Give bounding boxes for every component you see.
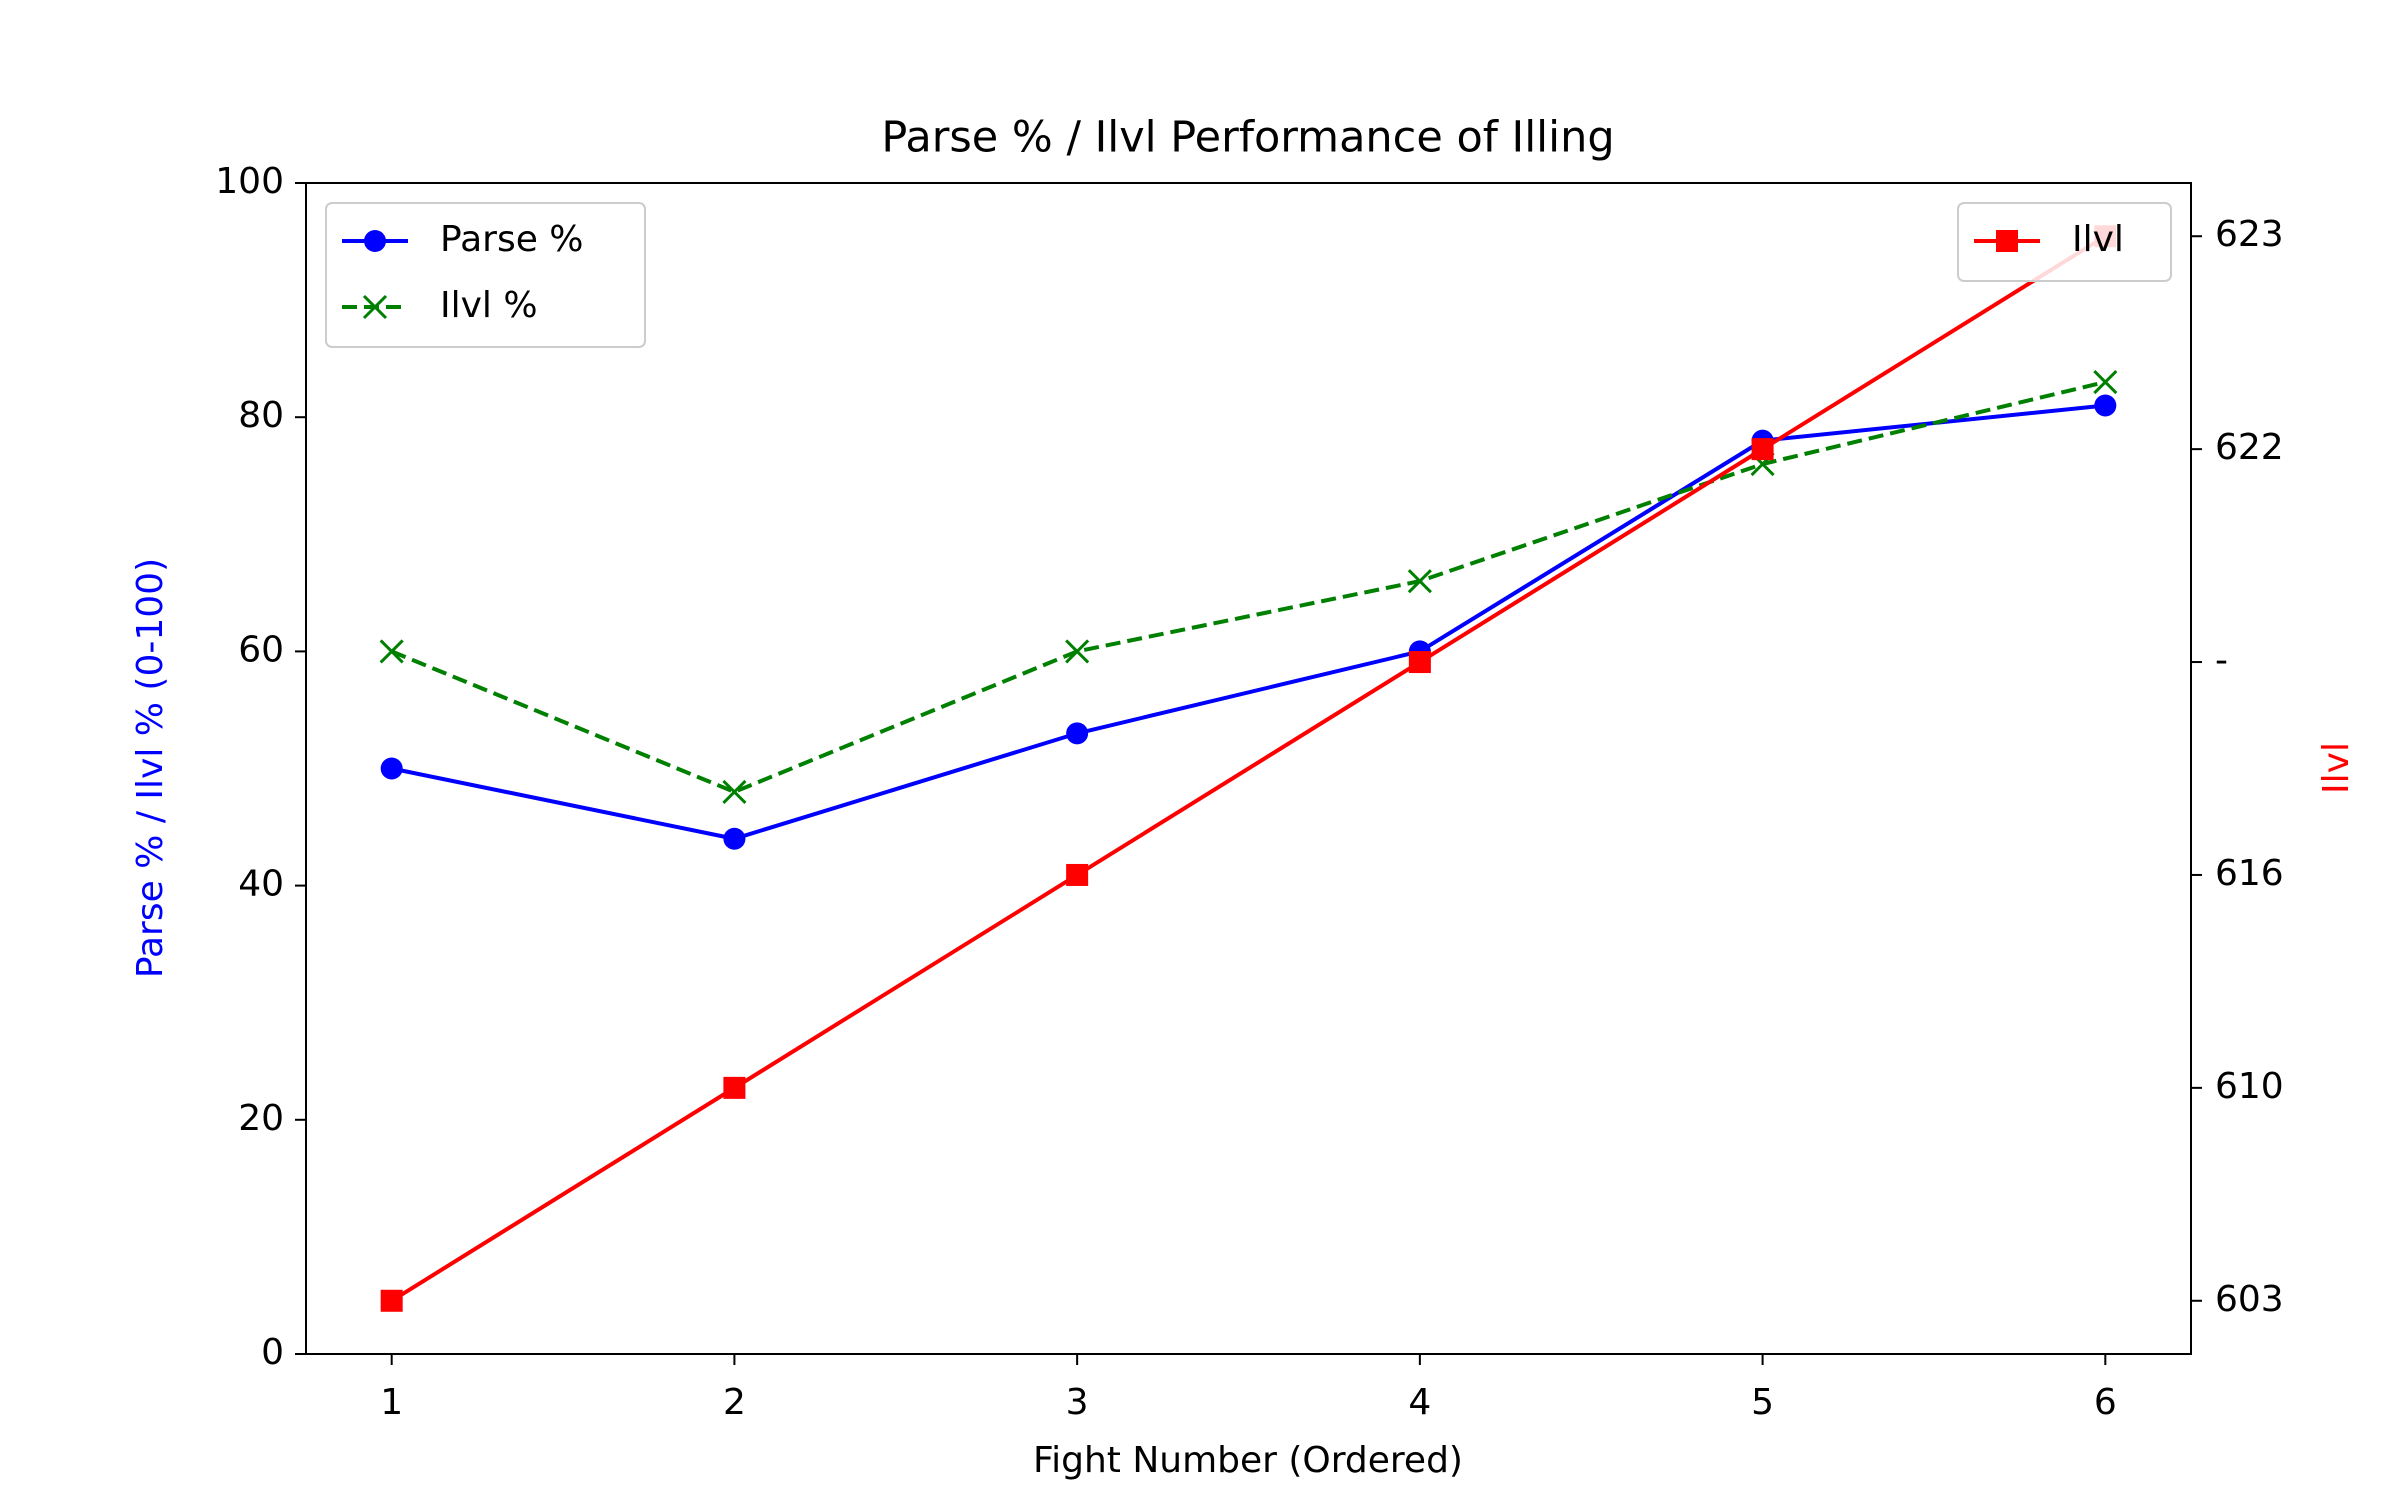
legend: Parse % Ilvl % [325, 202, 646, 348]
y-tick-label: 40 [238, 864, 284, 905]
series-line [390, 234, 2107, 1303]
point [380, 1289, 403, 1312]
plot-frame [305, 182, 2192, 1355]
point [1407, 569, 1432, 594]
x-tick-label: 2 [723, 1382, 746, 1423]
series-line [391, 403, 2106, 841]
point [379, 639, 404, 664]
y2-axis-label: Ilvl [2316, 742, 2357, 794]
point [1065, 639, 1090, 664]
y-axis-label: Parse % / Ilvl % (0-100) [130, 558, 171, 978]
x-axis-label: Fight Number (Ordered) [1033, 1440, 1463, 1481]
x-tick-label: 4 [1408, 1382, 1431, 1423]
x-tick-label: 3 [1066, 1382, 1089, 1423]
point [723, 1076, 746, 1099]
y2-tick-label: - [2215, 640, 2228, 681]
point [362, 294, 388, 320]
x-tick-label: 6 [2094, 1382, 2117, 1423]
y2-tick-label: 616 [2215, 853, 2284, 894]
y2-tick-label: 603 [2215, 1279, 2284, 1320]
legend-box [1957, 202, 2172, 282]
x-tick-label: 5 [1751, 1382, 1774, 1423]
point [1408, 651, 1431, 674]
chart-title: Parse % / Ilvl Performance of Illing [881, 113, 1614, 163]
y-tick-label: 80 [238, 395, 284, 436]
point [722, 779, 747, 804]
y2-tick-label: 623 [2215, 214, 2284, 255]
point [1751, 438, 1774, 461]
series-line [390, 380, 2106, 795]
point [1996, 230, 2018, 252]
y-tick-label: 60 [238, 629, 284, 670]
point [2093, 370, 2118, 395]
y-tick-label: 20 [238, 1098, 284, 1139]
point [1066, 722, 1089, 745]
y-tick-label: 0 [261, 1332, 284, 1373]
y-tick-label: 100 [215, 161, 284, 202]
y2-tick-label: 622 [2215, 427, 2284, 468]
legend-label: Parse % [440, 219, 584, 260]
point [2094, 394, 2117, 417]
x-tick-label: 1 [380, 1382, 403, 1423]
y2-tick-label: 610 [2215, 1066, 2284, 1107]
legend-label: Ilvl [2072, 219, 2124, 260]
point [723, 827, 746, 850]
legend: Ilvl [1957, 202, 2172, 282]
point [1066, 863, 1089, 886]
legend-label: Ilvl % [440, 285, 538, 326]
point [380, 757, 403, 780]
point [364, 230, 386, 252]
